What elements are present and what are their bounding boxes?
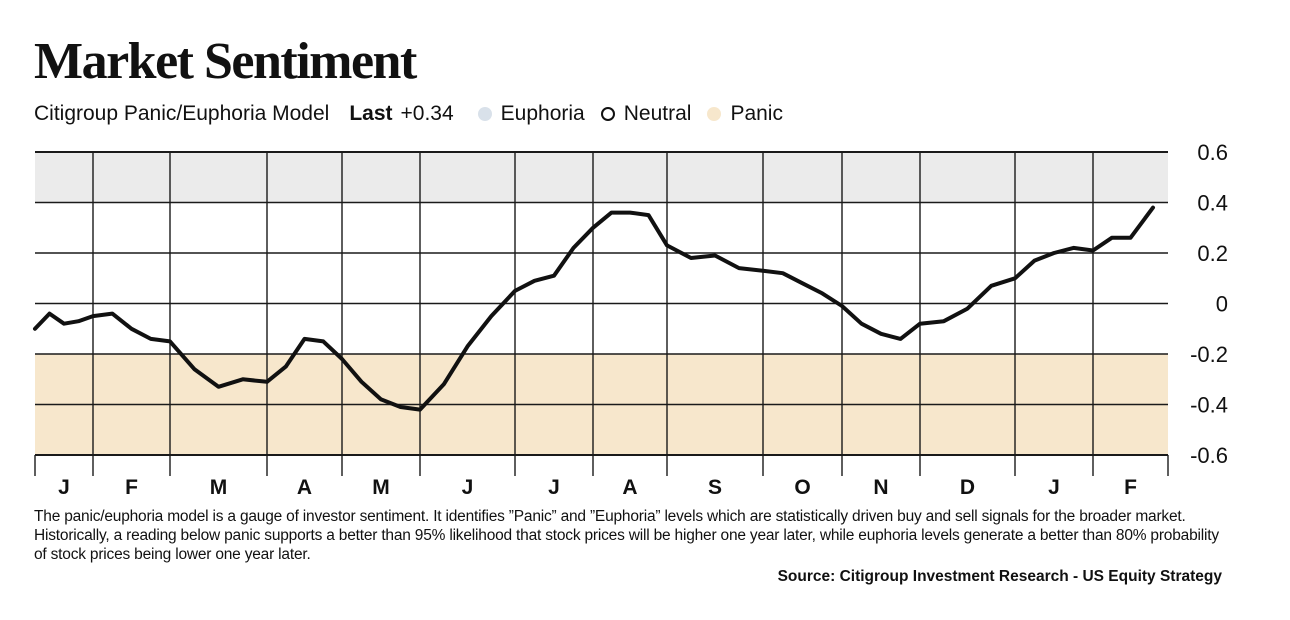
legend-swatch-panic xyxy=(707,107,722,121)
chart-title: Market Sentiment xyxy=(34,33,417,90)
y-tick-label: -0.4 xyxy=(1190,393,1228,418)
x-tick-label: A xyxy=(622,476,637,499)
x-tick-label: F xyxy=(1124,476,1137,499)
sentiment-line xyxy=(33,205,1155,412)
x-tick-label: J xyxy=(58,476,70,499)
x-tick-label: J xyxy=(1048,476,1060,499)
legend-swatch-euphoria xyxy=(477,107,492,121)
y-tick-label: 0.6 xyxy=(1197,140,1228,165)
x-tick-label: D xyxy=(960,476,975,499)
legend-label-euphoria: Euphoria xyxy=(500,102,585,125)
euphoria-band xyxy=(35,152,1168,203)
y-tick-label: -0.2 xyxy=(1190,342,1228,367)
chart-caption: The panic/euphoria model is a gauge of i… xyxy=(34,508,1219,563)
y-tick-label: 0.2 xyxy=(1197,241,1228,266)
y-tick-label: -0.6 xyxy=(1190,443,1228,468)
subtitle: Citigroup Panic/Euphoria Model xyxy=(34,102,330,125)
legend-item-euphoria: Euphoria xyxy=(477,102,585,126)
y-tick-label: 0 xyxy=(1216,292,1228,317)
legend-item-neutral: Neutral xyxy=(600,102,692,126)
x-tick-label: N xyxy=(873,476,888,499)
legend-label-panic: Panic xyxy=(730,102,783,125)
last-value: +0.34 xyxy=(400,102,454,125)
x-tick-label: M xyxy=(210,476,228,499)
x-tick-label: O xyxy=(794,476,810,499)
y-tick-label: 0.4 xyxy=(1197,191,1228,216)
x-tick-label: J xyxy=(548,476,560,499)
source-note: Source: Citigroup Investment Research - … xyxy=(777,568,1222,585)
x-tick-label: F xyxy=(125,476,138,499)
legend-label-neutral: Neutral xyxy=(623,102,692,125)
x-tick-label: S xyxy=(708,476,722,499)
subtitle-row: Citigroup Panic/Euphoria Model Last +0.3… xyxy=(34,100,799,128)
legend-item-panic: Panic xyxy=(707,102,783,126)
x-tick-label: J xyxy=(462,476,474,499)
last-label: Last xyxy=(349,102,393,125)
x-tick-label: A xyxy=(297,476,312,499)
x-tick-label: M xyxy=(372,476,390,499)
legend-swatch-neutral xyxy=(600,107,615,121)
